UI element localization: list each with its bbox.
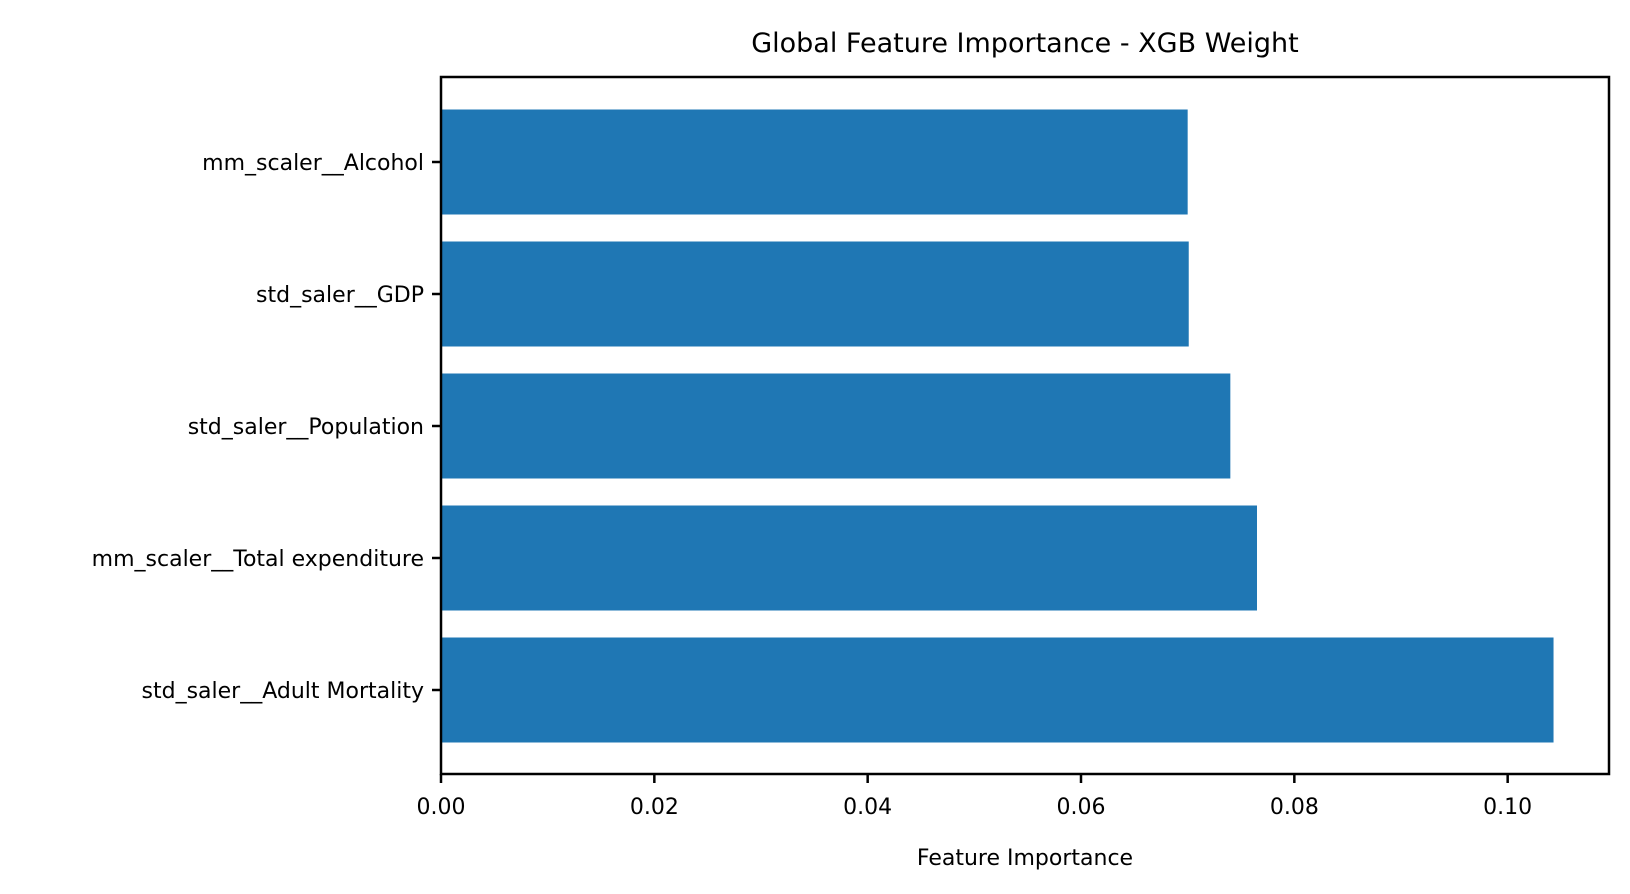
x-axis-ticks: 0.00 0.02 0.04 0.06 0.08 0.10	[417, 774, 1532, 820]
y-tick-label-2: std_saler__Population	[188, 415, 424, 440]
y-tick-label-4: std_saler__Adult Mortality	[142, 679, 424, 704]
bar-0	[441, 109, 1188, 215]
y-tick-label-1: std_saler__GDP	[256, 283, 424, 308]
plot-frame	[439, 75, 1611, 776]
x-axis-label: Feature Importance	[917, 846, 1133, 871]
x-tick-label-5: 0.10	[1483, 795, 1532, 820]
bar-3	[441, 505, 1257, 611]
y-tick-label-3: mm_scaler__Total expenditure	[92, 547, 424, 572]
x-tick-label-4: 0.08	[1270, 795, 1319, 820]
y-tick-label-0: mm_scaler__Alcohol	[202, 151, 424, 176]
x-tick-label-0: 0.00	[417, 795, 466, 820]
bar-2	[441, 373, 1231, 479]
bar-4	[441, 637, 1554, 743]
chart-title: Global Feature Importance - XGB Weight	[751, 28, 1299, 59]
y-axis-ticks: mm_scaler__Alcohol std_saler__GDP std_sale…	[92, 151, 441, 704]
x-tick-label-2: 0.04	[843, 795, 892, 820]
x-tick-label-3: 0.06	[1057, 795, 1106, 820]
x-tick-label-1: 0.02	[630, 795, 679, 820]
bar-1	[441, 241, 1189, 347]
bars-group	[441, 109, 1554, 743]
